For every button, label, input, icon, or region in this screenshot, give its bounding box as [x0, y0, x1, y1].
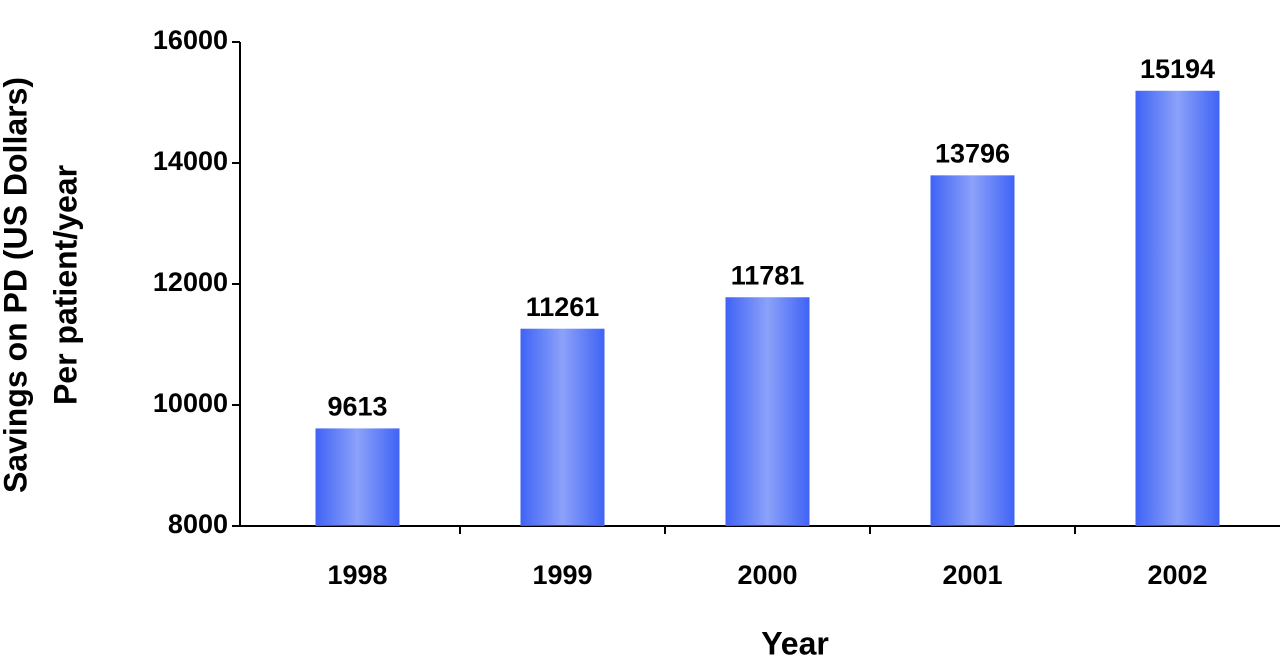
- y-tick-label: 10000: [153, 388, 228, 418]
- y-tick-label: 16000: [153, 25, 228, 55]
- value-label: 13796: [935, 138, 1010, 168]
- value-label: 11261: [526, 292, 600, 322]
- bar: [725, 297, 810, 526]
- x-axis-title: Year: [761, 625, 829, 661]
- value-label: 11781: [731, 260, 805, 290]
- y-tick-label: 8000: [168, 509, 228, 539]
- bar: [930, 175, 1015, 527]
- bar: [315, 428, 400, 526]
- x-tick-label: 2000: [737, 560, 797, 590]
- x-tick-label: 1998: [327, 560, 387, 590]
- bar: [1135, 90, 1220, 526]
- y-tick-label: 12000: [153, 267, 228, 297]
- x-tick-label: 2001: [942, 560, 1002, 590]
- x-tick-label: 1999: [532, 560, 592, 590]
- x-tick-label: 2002: [1147, 560, 1207, 590]
- y-tick-label: 14000: [153, 146, 228, 176]
- y-axis-title: Savings on PD (US Dollars): [0, 77, 33, 493]
- value-label: 15194: [1140, 54, 1215, 84]
- bar: [520, 328, 605, 526]
- y-axis-title: Per patient/year: [47, 165, 83, 405]
- value-label: 9613: [327, 392, 387, 422]
